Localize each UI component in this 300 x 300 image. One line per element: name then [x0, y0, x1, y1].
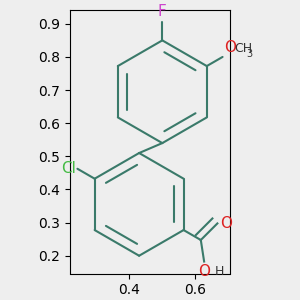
Text: O: O [220, 216, 232, 231]
Text: 3: 3 [246, 49, 253, 58]
Text: Cl: Cl [61, 161, 76, 176]
Text: CH: CH [234, 42, 252, 55]
Text: F: F [158, 4, 167, 19]
Text: O: O [198, 264, 210, 279]
Text: H: H [215, 265, 224, 278]
Text: O: O [224, 40, 236, 55]
